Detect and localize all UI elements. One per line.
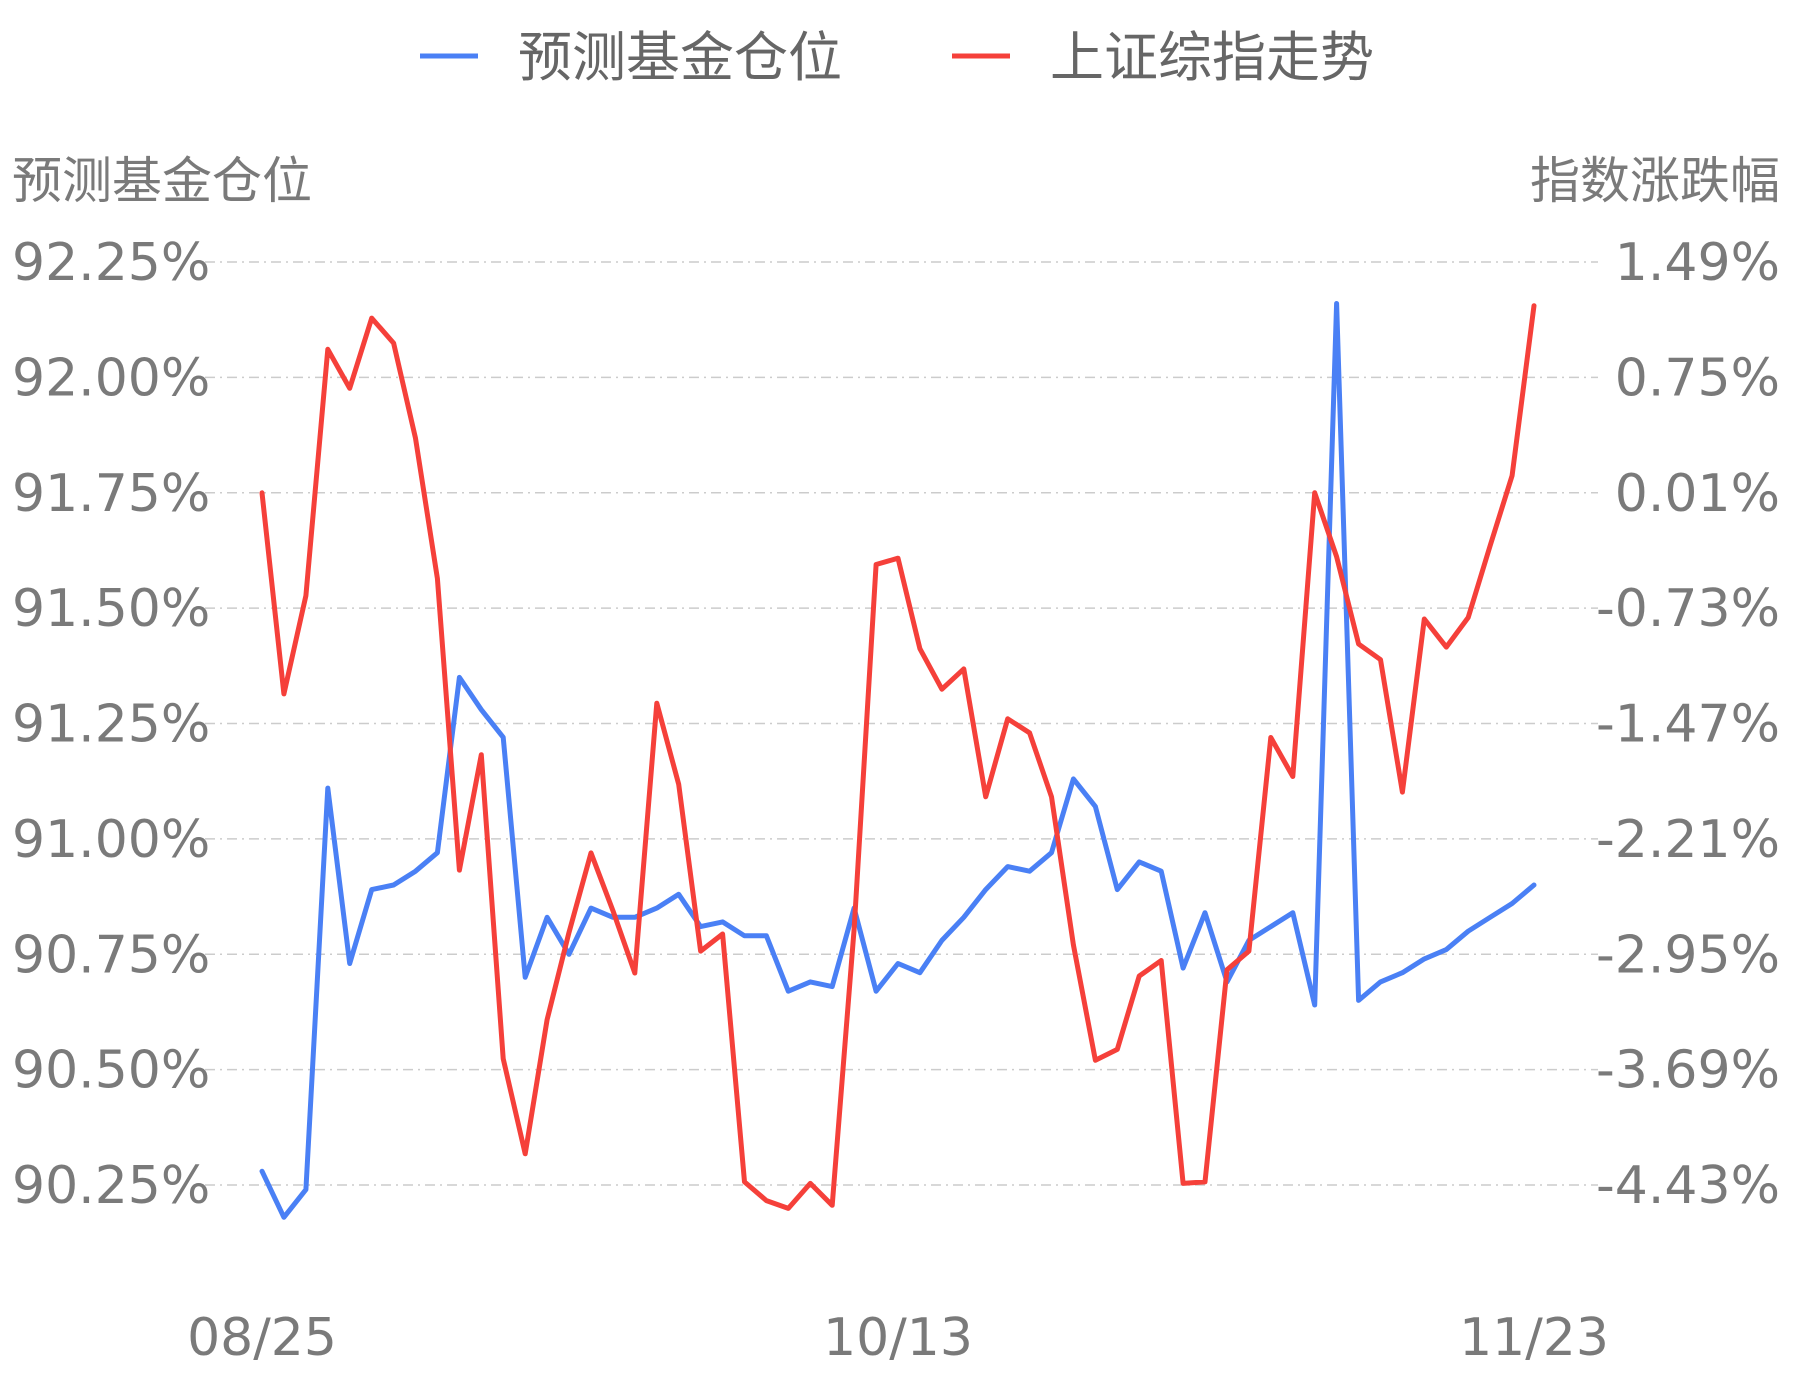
x-ticks: 08/25 10/13 11/23 — [187, 1308, 1609, 1368]
y-right-tick-label: 0.01% — [1615, 464, 1780, 524]
y-left-tick-label: 90.25% — [12, 1156, 210, 1216]
y-right-axis-title: 指数涨跌幅 — [1530, 152, 1780, 210]
y-right-tick-label: -4.43% — [1596, 1156, 1780, 1216]
legend-label-2: 上证综指走势 — [1050, 26, 1374, 89]
y-left-tick-label: 91.00% — [12, 810, 210, 870]
y-left-tick-label: 91.50% — [12, 579, 210, 639]
series-lines — [259, 301, 1537, 1220]
y-left-tick-label: 90.75% — [12, 925, 210, 985]
y-left-tick-label: 90.50% — [12, 1041, 210, 1101]
y-right-ticks: 1.49% 0.75% 0.01% -0.73% -1.47% -2.21% -2.95% -… — [1596, 233, 1780, 1216]
y-right-tick-label: -0.73% — [1596, 579, 1780, 639]
y-right-tick-label: 1.49% — [1615, 233, 1780, 293]
y-left-tick-label: 91.75% — [12, 464, 210, 524]
x-tick-label: 08/25 — [187, 1308, 337, 1368]
y-right-tick-label: -1.47% — [1596, 695, 1780, 755]
legend-label-1: 预测基金仓位 — [518, 26, 842, 89]
y-right-tick-label: 0.75% — [1615, 348, 1780, 408]
y-left-tick-label: 92.25% — [12, 233, 210, 293]
y-left-tick-label: 92.00% — [12, 348, 210, 408]
series-line-1 — [259, 301, 1537, 1220]
series-line-2 — [259, 303, 1537, 1211]
y-right-tick-label: -2.21% — [1596, 810, 1780, 870]
legend: 预测基金仓位 上证综指走势 — [420, 26, 1374, 89]
x-tick-label: 11/23 — [1459, 1308, 1609, 1368]
y-left-tick-label: 91.25% — [12, 695, 210, 755]
y-right-tick-label: -2.95% — [1596, 925, 1780, 985]
y-left-ticks: 92.25% 92.00% 91.75% 91.50% 91.25% 91.00% 90.7… — [12, 233, 210, 1216]
y-right-tick-label: -3.69% — [1596, 1041, 1780, 1101]
gridlines — [205, 261, 1598, 1186]
y-left-axis-title: 预测基金仓位 — [12, 152, 312, 210]
x-tick-label: 10/13 — [823, 1308, 973, 1368]
